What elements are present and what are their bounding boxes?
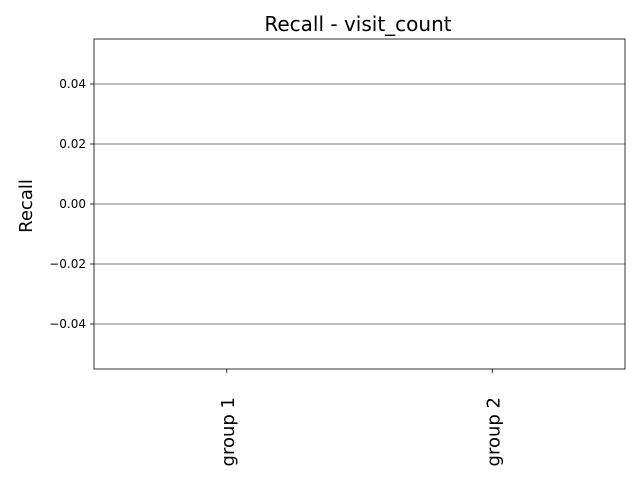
x-tick-label: group 2 <box>483 397 504 466</box>
x-axis-ticks: group 1 group 2 <box>218 369 504 466</box>
y-tick-label: 0.02 <box>59 137 86 151</box>
chart-title: Recall - visit_count <box>264 12 451 36</box>
y-axis-title: Recall <box>16 179 37 233</box>
y-axis-ticks: −0.04 −0.02 0.00 0.02 0.04 <box>49 77 94 331</box>
x-tick-label: group 1 <box>218 397 239 466</box>
y-tick-label: −0.04 <box>49 317 86 331</box>
y-tick-label: −0.02 <box>49 257 86 271</box>
y-tick-label: 0.00 <box>59 197 86 211</box>
y-tick-label: 0.04 <box>59 77 86 91</box>
gridlines <box>94 83 625 325</box>
